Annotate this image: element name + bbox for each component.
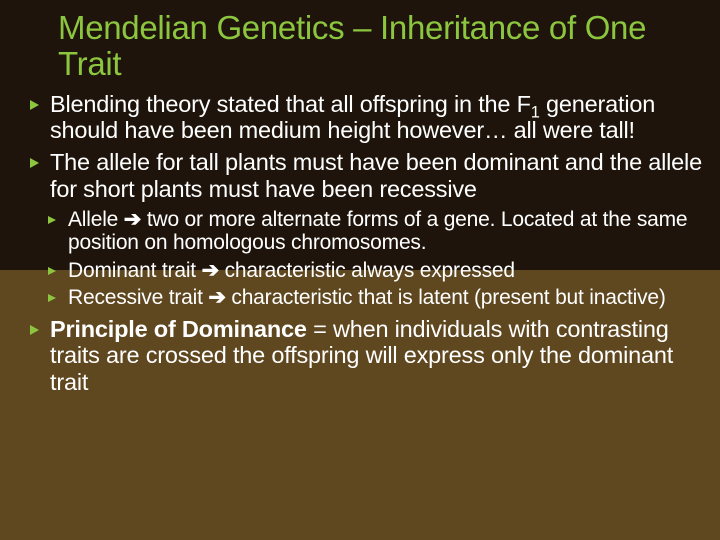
sub-bullet-list: Allele ➔ two or more alternate forms of … (28, 208, 702, 310)
sub-bullet-item: Recessive trait ➔ characteristic that is… (46, 286, 702, 310)
bullet-item: Blending theory stated that all offsprin… (28, 91, 702, 144)
slide-title: Mendelian Genetics – Inheritance of One … (58, 10, 702, 83)
bullet-item: Principle of Dominance = when individual… (28, 316, 702, 395)
bullet-list: Blending theory stated that all offsprin… (28, 91, 702, 395)
bullet-item: The allele for tall plants must have bee… (28, 149, 702, 202)
sub-bullet-item: Dominant trait ➔ characteristic always e… (46, 259, 702, 283)
sub-bullet-item: Allele ➔ two or more alternate forms of … (46, 208, 702, 255)
slide: Mendelian Genetics – Inheritance of One … (0, 0, 720, 540)
slide-content: Mendelian Genetics – Inheritance of One … (0, 0, 720, 411)
